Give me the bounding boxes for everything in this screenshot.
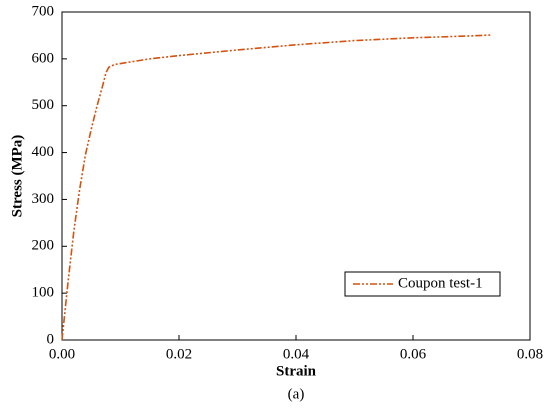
x-tick-label: 0.08 [517,346,543,362]
x-axis-label: Strain [276,363,317,379]
y-tick-label: 500 [32,97,55,113]
y-tick-label: 200 [32,238,55,254]
caption: (a) [288,386,305,402]
legend-label: Coupon test-1 [398,275,483,291]
y-tick-label: 0 [47,331,55,347]
x-tick-label: 0.06 [400,346,427,362]
x-tick-label: 0.00 [49,346,75,362]
y-tick-label: 400 [32,144,55,160]
y-tick-label: 100 [32,285,55,301]
x-tick-label: 0.04 [283,346,310,362]
y-tick-label: 700 [32,3,55,19]
y-tick-label: 600 [32,50,55,66]
y-axis-label: Stress (MPa) [9,135,25,218]
data-line [61,34,493,341]
y-tick-label: 300 [32,191,55,207]
x-tick-label: 0.02 [166,346,192,362]
